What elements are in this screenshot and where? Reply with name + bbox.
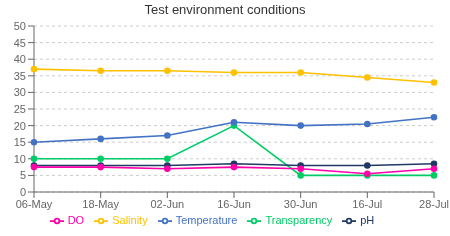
html-text:pH: pH — [360, 214, 375, 226]
svg-text:16-Jul: 16-Jul — [352, 198, 382, 210]
svg-text:10: 10 — [14, 153, 26, 165]
svg-text:0: 0 — [20, 186, 26, 198]
svg-text:20: 20 — [14, 120, 26, 132]
svg-text:25: 25 — [14, 103, 26, 115]
svg-text:40: 40 — [14, 53, 26, 65]
svg-text:02-Jun: 02-Jun — [151, 198, 185, 210]
svg-text:35: 35 — [14, 70, 26, 82]
svg-text:50: 50 — [14, 20, 26, 32]
html-text:Transparency: Transparency — [265, 214, 333, 226]
svg-text:28-Jul: 28-Jul — [419, 198, 442, 210]
svg-text:16-Jun: 16-Jun — [217, 198, 251, 210]
svg-text:45: 45 — [14, 37, 26, 49]
svg-text:06-May: 06-May — [16, 198, 53, 210]
svg-text:5: 5 — [20, 169, 26, 181]
svg-text:15: 15 — [14, 136, 26, 148]
html-text:Test environment conditions: Test environment conditions — [144, 2, 306, 17]
html-text:DO: DO — [67, 214, 85, 226]
svg-text:30: 30 — [14, 86, 26, 98]
html-text:Temperature: Temperature — [175, 214, 238, 226]
svg-text:30-Jun: 30-Jun — [284, 198, 318, 210]
svg-text:18-May: 18-May — [82, 198, 119, 210]
html-text:Salinity: Salinity — [112, 214, 148, 226]
